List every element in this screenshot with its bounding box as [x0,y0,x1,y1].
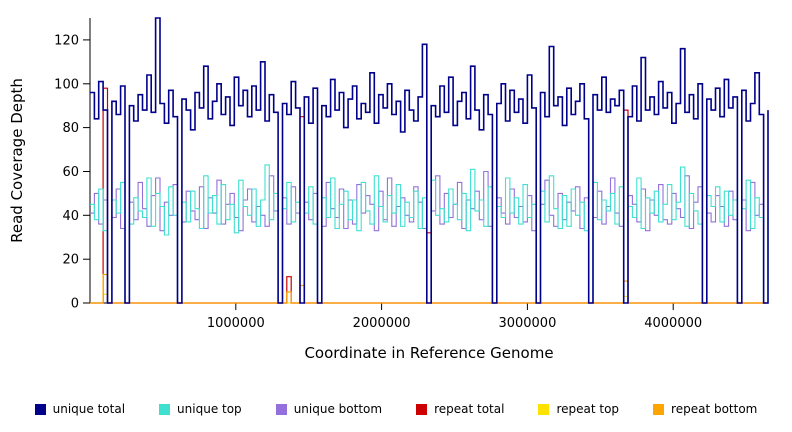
series-repeat-total [90,87,768,304]
y-tick-label: 20 [62,253,79,268]
legend-item-unique-total: unique total [34,402,126,416]
legend-swatch-icon [416,403,428,415]
x-tick-label: 2000000 [353,316,411,331]
legend-label: repeat bottom [671,402,758,416]
legend-item-unique-bottom: unique bottom [275,402,383,416]
legend-item-repeat-total: repeat total [416,402,504,416]
legend-label: unique total [52,402,126,416]
x-axis-title: Coordinate in Reference Genome [304,344,553,362]
legend-swatch-icon [275,403,287,415]
chart-legend: unique total unique top unique bottom repea… [0,392,792,426]
x-tick-label: 4000000 [644,316,702,331]
chart-canvas: 0 20 40 60 80 100 120 1000000 2000000 3000000 4000… [8,17,769,362]
legend-swatch-icon [34,403,46,415]
x-tick-label: 3000000 [498,316,556,331]
legend-swatch-icon [538,403,550,415]
legend-label: repeat top [556,402,620,416]
y-tick-label: 60 [62,165,79,180]
legend-label: unique top [177,402,242,416]
legend-item-repeat-top: repeat top [538,402,619,416]
series-unique-total [90,17,769,304]
legend-label: unique bottom [293,402,383,416]
y-tick-label: 80 [62,121,79,136]
y-tick-label: 100 [54,77,79,92]
legend-item-unique-top: unique top [159,402,242,416]
legend-item-repeat-bottom: repeat bottom [653,402,757,416]
y-tick-label: 40 [62,209,79,224]
legend-swatch-icon [159,403,171,415]
y-tick-label: 120 [54,33,79,48]
series-repeat-top [90,293,768,304]
legend-label: repeat total [434,402,505,416]
series-repeat-bottom [90,273,768,304]
series-unique-top [90,164,769,304]
y-axis-title: Read Coverage Depth [8,78,26,243]
y-tick-label: 0 [71,297,79,312]
legend-swatch-icon [653,403,665,415]
x-tick-label: 1000000 [207,316,265,331]
